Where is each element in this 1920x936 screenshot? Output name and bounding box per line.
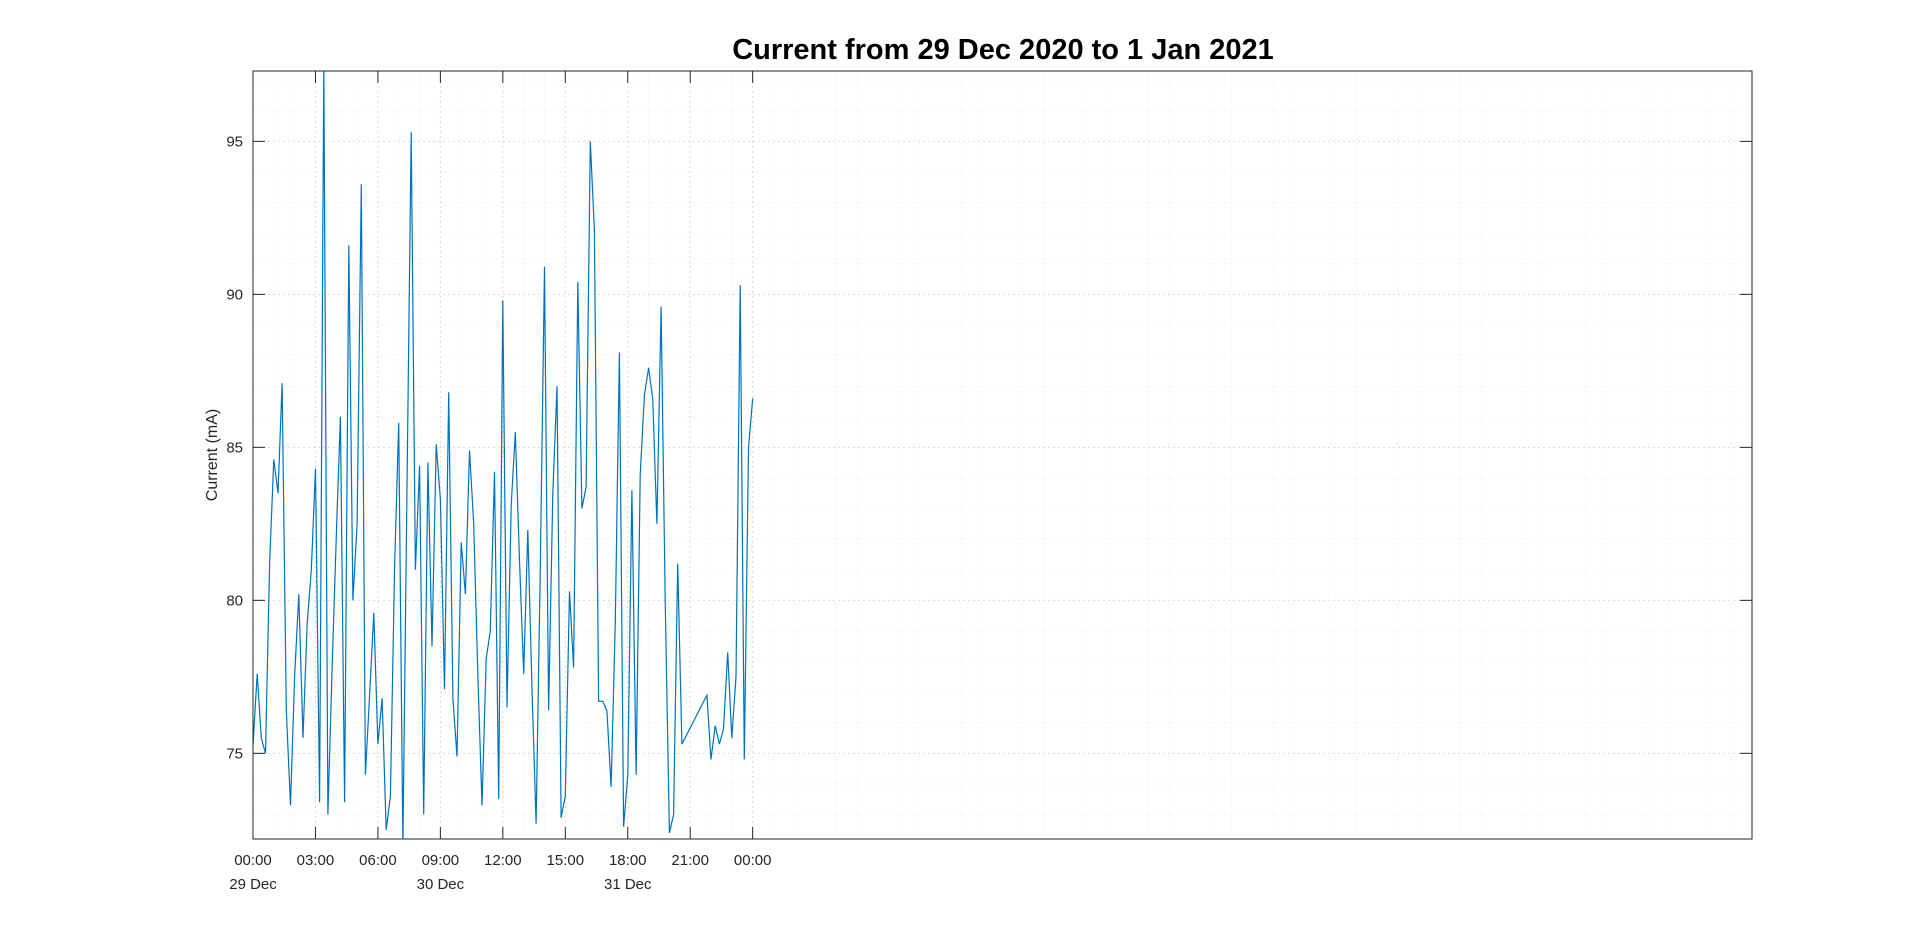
y-tick-label: 90: [226, 286, 243, 303]
x-tick-label: 15:00: [547, 852, 585, 869]
y-tick-label: 95: [226, 133, 243, 150]
minor-gridlines: [253, 71, 1752, 839]
x-date-label: 31 Dec: [604, 876, 652, 893]
major-gridlines: [252, 71, 1752, 839]
y-tick-label: 75: [226, 745, 243, 762]
x-tick-labels: 00:00 29 Dec 03:00 06:00 09:00 30 Dec 12:00 15:…: [229, 852, 771, 893]
x-tick-label: 21:00: [671, 852, 709, 869]
x-tick-label: 00:00: [734, 852, 772, 869]
x-tick-label: 09:00: [422, 852, 460, 869]
y-tick-label: 85: [226, 439, 243, 456]
y-axis-label: Current (mA): [204, 409, 221, 501]
x-tick-label: 03:00: [297, 852, 335, 869]
x-tick-label: 06:00: [359, 852, 397, 869]
x-tick-label: 00:00: [234, 852, 272, 869]
axis-ticks: [252, 71, 1752, 839]
chart-title: Current from 29 Dec 2020 to 1 Jan 2021: [732, 34, 1274, 66]
y-tick-label: 80: [226, 592, 243, 609]
y-tick-labels: 75 80 85 90 95: [226, 133, 243, 762]
x-date-label: 30 Dec: [417, 876, 465, 893]
x-tick-label: 18:00: [609, 852, 647, 869]
x-tick-label: 12:00: [484, 852, 522, 869]
x-date-label: 29 Dec: [229, 876, 277, 893]
plot-frame: [252, 70, 1753, 840]
current-series-line: [253, 71, 754, 839]
